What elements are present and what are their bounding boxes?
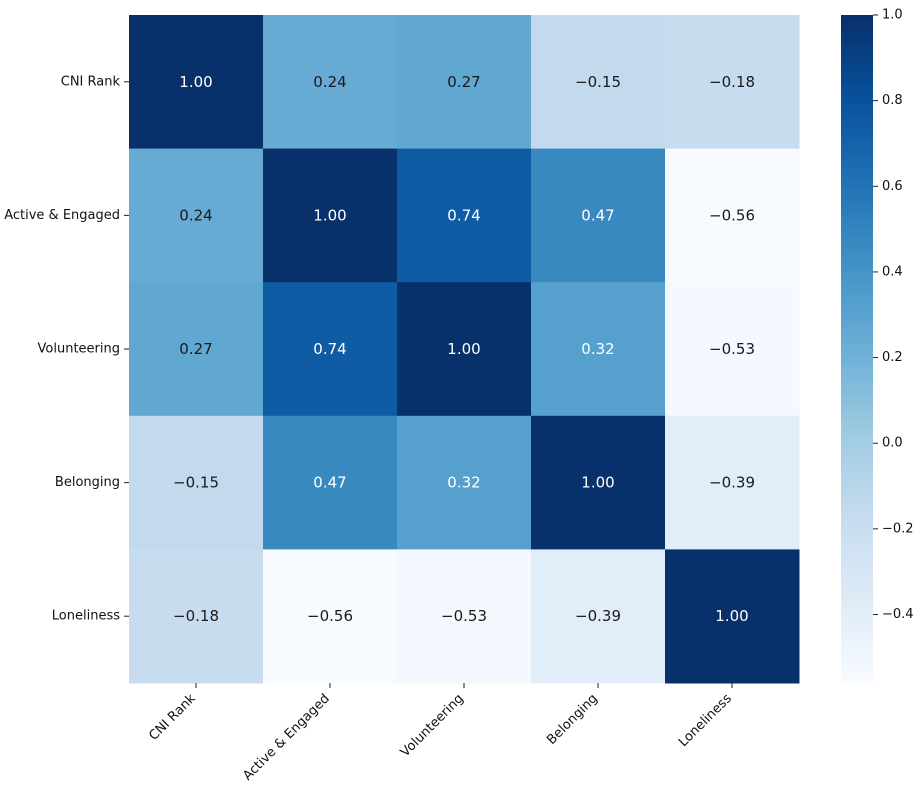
colorbar-tick-label: 0.4 (882, 264, 903, 279)
heatmap-cell (665, 15, 800, 150)
x-tick-label: Loneliness (676, 691, 735, 750)
heatmap-cell (397, 415, 532, 550)
heatmap-cell-value: 1.00 (313, 206, 346, 224)
heatmap-cell-value: 1.00 (447, 340, 480, 358)
colorbar-tick-label: −0.4 (882, 607, 914, 622)
heatmap-cell-value: 1.00 (179, 73, 212, 91)
colorbar-tick-label: 0.2 (882, 350, 903, 365)
colorbar-tick-label: −0.2 (882, 521, 914, 536)
heatmap-cell-labels: 1.00 0.24 0.27 −0.15 −0.18 0.24 1.00 0.74 0.47 −0… (173, 73, 755, 625)
heatmap-cell-value: 0.32 (447, 474, 480, 492)
heatmap-cell-value: −0.53 (709, 340, 755, 358)
x-tick-label: Belonging (544, 691, 601, 748)
heatmap-cell (263, 148, 398, 283)
colorbar-tick-label: 0.8 (882, 93, 903, 108)
heatmap-cell (397, 549, 532, 684)
heatmap-cell-value: 0.74 (313, 340, 346, 358)
heatmap-cell-value: 0.47 (581, 206, 614, 224)
heatmap-cell-value: 0.32 (581, 340, 614, 358)
y-tick-label: CNI Rank (61, 74, 121, 89)
heatmap-cell (263, 282, 398, 417)
heatmap-cell-value: 0.24 (313, 73, 346, 91)
heatmap-cell (129, 148, 264, 283)
y-tick-label: Loneliness (52, 609, 120, 624)
heatmap-cell-value: −0.18 (173, 607, 219, 625)
heatmap-cell-value: 0.47 (313, 474, 346, 492)
heatmap-cell (531, 415, 666, 550)
heatmap-cell (129, 549, 264, 684)
heatmap-cell-value: 1.00 (715, 607, 748, 625)
colorbar-gradient (841, 15, 873, 683)
heatmap-cell-value: 0.24 (179, 206, 212, 224)
heatmap-cell-value: −0.53 (441, 607, 487, 625)
heatmap-cell (665, 415, 800, 550)
colorbar-tick-label: 1.0 (882, 8, 903, 23)
x-tick-label: CNI Rank (146, 691, 199, 744)
x-tick-label: Active & Engaged (240, 691, 332, 783)
heatmap-cell (531, 282, 666, 417)
heatmap-cell (665, 549, 800, 684)
y-tick-label: Volunteering (38, 342, 120, 357)
heatmap-cell (263, 15, 398, 150)
heatmap-cell-value: −0.15 (575, 73, 621, 91)
x-axis: CNI Rank Active & Engaged Volunteering Belo… (146, 683, 735, 784)
heatmap-cell (263, 415, 398, 550)
colorbar: 1.0 0.8 0.6 0.4 0.2 0.0 −0.2 −0.4 (841, 8, 914, 683)
y-tick-label: Belonging (55, 475, 120, 490)
heatmap-cell-value: −0.56 (307, 607, 353, 625)
heatmap-cell (665, 282, 800, 417)
heatmap-cell (531, 148, 666, 283)
heatmap-cell-value: 0.27 (447, 73, 480, 91)
heatmap-cell (397, 148, 532, 283)
heatmap-cell (129, 15, 264, 150)
colorbar-tick-label: 0.6 (882, 179, 903, 194)
x-tick-label: Volunteering (398, 691, 467, 760)
heatmap-cell (397, 15, 532, 150)
heatmap-cell-value: 0.27 (179, 340, 212, 358)
colorbar-tick-label: 0.0 (882, 436, 903, 451)
heatmap-cell-value: −0.39 (709, 474, 755, 492)
heatmap-cell-value: 1.00 (581, 474, 614, 492)
heatmap-cell (129, 282, 264, 417)
heatmap-cell-value: −0.18 (709, 73, 755, 91)
heatmap-cell (531, 549, 666, 684)
heatmap-cell-value: −0.56 (709, 206, 755, 224)
heatmap-cells (129, 15, 800, 684)
heatmap-cell (531, 15, 666, 150)
heatmap-cell-value: −0.15 (173, 474, 219, 492)
heatmap-cell-value: −0.39 (575, 607, 621, 625)
heatmap-cell (397, 282, 532, 417)
heatmap-cell-value: 0.74 (447, 206, 480, 224)
y-tick-label: Active & Engaged (4, 208, 120, 223)
heatmap-cell (665, 148, 800, 283)
heatmap-cell (263, 549, 398, 684)
y-axis: CNI Rank Active & Engaged Volunteering Belo… (4, 74, 129, 624)
heatmap-cell (129, 415, 264, 550)
